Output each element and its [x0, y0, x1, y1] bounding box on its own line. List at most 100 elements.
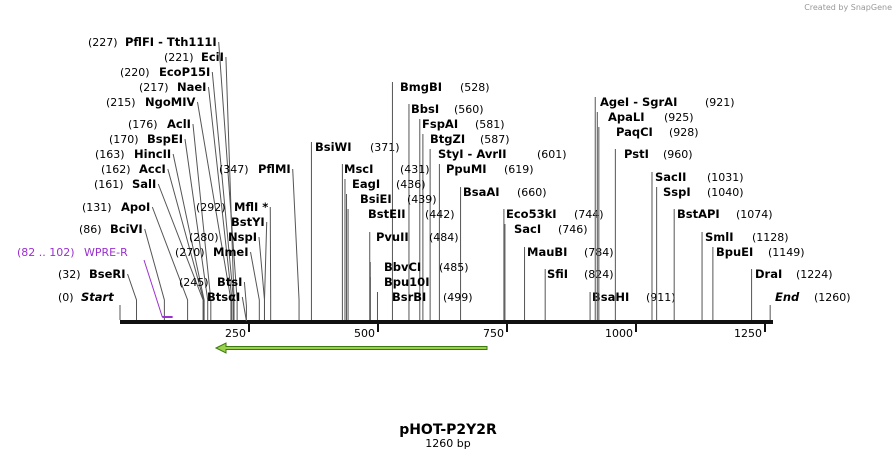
- watermark: Created by SnapGene: [804, 3, 892, 12]
- enzyme-position: (928): [669, 126, 699, 139]
- enzyme-name: BsiWI: [315, 140, 352, 154]
- cut-line: [258, 236, 265, 320]
- enzyme-name: SspI: [663, 185, 691, 199]
- enzyme-position: (1224): [796, 268, 833, 281]
- cut-line: [225, 56, 235, 320]
- cut-line: [172, 153, 205, 320]
- enzyme-name: BtsI: [217, 275, 242, 289]
- enzyme-name: StyI - AvrII: [438, 147, 507, 161]
- enzyme-name: EciI: [201, 50, 224, 64]
- enzyme-position: (746): [558, 223, 588, 236]
- enzyme-position: (1031): [707, 171, 744, 184]
- enzyme-position: (439): [407, 193, 437, 206]
- ruler-label: 1000: [605, 327, 633, 340]
- enzyme-name: PpuMI: [446, 162, 487, 176]
- enzyme-position: (32): [58, 268, 81, 281]
- enzyme-name: BbvCI: [384, 260, 421, 274]
- enzyme-position: (925): [664, 111, 694, 124]
- end-position: (1260): [814, 291, 851, 304]
- enzyme-name: BbsI: [411, 102, 439, 116]
- end-name: End: [775, 290, 800, 304]
- enzyme-position: (660): [517, 186, 547, 199]
- ruler-label: 750: [483, 327, 504, 340]
- enzyme-name: BsaHI: [592, 290, 629, 304]
- enzyme-position: (581): [475, 118, 505, 131]
- map-length: 1260 bp: [425, 437, 470, 450]
- enzyme-position: (587): [480, 133, 510, 146]
- cut-line: [196, 101, 232, 320]
- enzyme-position: (499): [443, 291, 473, 304]
- feature-position: (82 .. 102): [17, 246, 75, 259]
- enzyme-name: SfiI: [547, 267, 568, 281]
- enzyme-position: (431): [400, 163, 430, 176]
- enzyme-name: BmgBI: [400, 80, 442, 94]
- enzyme-position: (921): [705, 96, 735, 109]
- enzyme-name: MmeI: [213, 245, 249, 259]
- enzyme-name: MauBI: [527, 245, 567, 259]
- enzyme-name: SacI: [514, 222, 541, 236]
- backbone: [120, 320, 773, 324]
- enzyme-position: (960): [663, 148, 693, 161]
- enzyme-name: NspI: [228, 230, 257, 244]
- enzyme-position: (601): [537, 148, 567, 161]
- enzyme-name: ApaLI: [608, 110, 645, 124]
- enzyme-name: Eco53kI: [506, 207, 557, 221]
- enzyme-name: MscI: [344, 162, 373, 176]
- enzyme-name: BtgZI: [430, 132, 465, 146]
- enzyme-position: (619): [504, 163, 534, 176]
- enzyme-position: (170): [109, 133, 139, 146]
- cut-line: [151, 206, 189, 320]
- enzyme-name: PaqCI: [616, 125, 653, 139]
- cut-line: [218, 41, 238, 320]
- enzyme-name: SacII: [655, 170, 686, 184]
- enzyme-name: PvuII: [376, 230, 409, 244]
- cut-line: [243, 281, 247, 320]
- cut-line: [157, 183, 204, 320]
- cut-line: [184, 138, 209, 320]
- enzyme-name: BseRI: [89, 267, 126, 281]
- enzyme-name: HincII: [134, 147, 171, 161]
- enzyme-name: SalI: [132, 177, 156, 191]
- enzyme-name: BstYI: [231, 215, 265, 229]
- enzyme-name: AclI: [167, 117, 191, 131]
- enzyme-position: (442): [425, 208, 455, 221]
- cut-line: [211, 71, 235, 320]
- feature-line: [143, 259, 163, 318]
- enzyme-position: (227): [88, 36, 118, 49]
- enzyme-position: (161): [94, 178, 124, 191]
- enzyme-position: (911): [646, 291, 676, 304]
- enzyme-name: BsrBI: [392, 290, 426, 304]
- cut-line: [144, 228, 165, 320]
- enzyme-position: (217): [139, 81, 169, 94]
- end-position: (0): [58, 291, 74, 304]
- enzyme-name: AgeI - SgrAI: [600, 95, 677, 109]
- enzyme-position: (162): [101, 163, 131, 176]
- enzyme-position: (280): [189, 231, 219, 244]
- enzyme-position: (1074): [736, 208, 773, 221]
- enzyme-position: (436): [396, 178, 426, 191]
- enzyme-position: (163): [95, 148, 125, 161]
- enzyme-position: (176): [128, 118, 158, 131]
- cut-line: [207, 86, 233, 320]
- enzyme-position: (744): [574, 208, 604, 221]
- enzyme-position: (371): [370, 141, 400, 154]
- enzyme-position: (560): [454, 103, 484, 116]
- enzyme-position: (215): [106, 96, 136, 109]
- enzyme-position: (220): [120, 66, 150, 79]
- enzyme-position: (1128): [752, 231, 789, 244]
- enzyme-name: Bpu10I: [384, 275, 429, 289]
- enzyme-position: (221): [164, 51, 194, 64]
- enzyme-name: EcoP15I: [159, 65, 210, 79]
- enzyme-position: (1040): [707, 186, 744, 199]
- enzyme-position: (270): [175, 246, 205, 259]
- enzyme-name: MflI *: [234, 200, 268, 214]
- enzyme-position: (292): [196, 201, 226, 214]
- cut-line: [292, 168, 300, 320]
- enzyme-name: NgoMIV: [145, 95, 195, 109]
- enzyme-name: EagI: [352, 177, 380, 191]
- enzyme-position: (485): [439, 261, 469, 274]
- cut-line: [241, 296, 247, 322]
- enzyme-name: BstEII: [368, 207, 406, 221]
- enzyme-position: (131): [82, 201, 112, 214]
- map-title: pHOT-P2Y2R: [399, 422, 497, 438]
